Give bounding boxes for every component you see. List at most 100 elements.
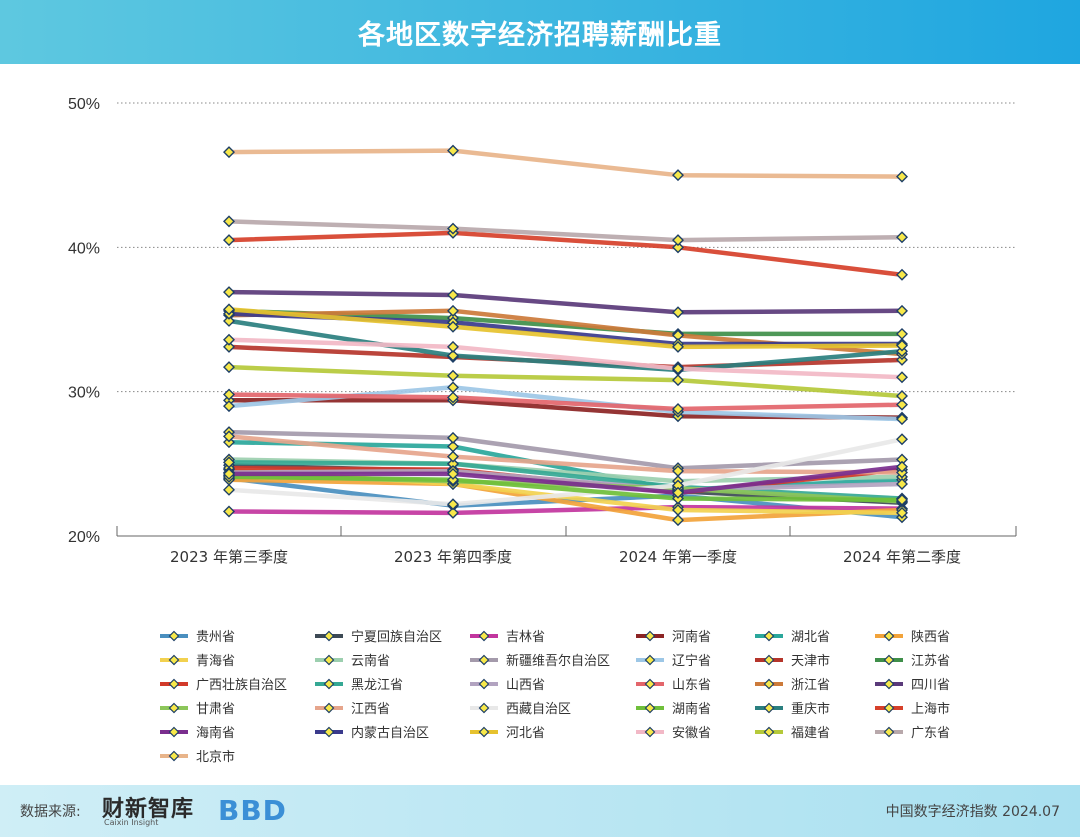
- legend-label: 辽宁省: [672, 653, 711, 669]
- chart-header: 各地区数字经济招聘薪酬比重: [0, 0, 1080, 64]
- legend-label: 安徽省: [672, 726, 711, 741]
- legend-label: 云南省: [351, 653, 390, 669]
- legend-label: 山东省: [672, 678, 711, 693]
- legend-marker: [168, 702, 180, 714]
- legend-label: 内蒙古自治区: [351, 725, 429, 741]
- data-point-marker: [223, 333, 235, 346]
- data-point-marker: [223, 467, 235, 480]
- legend-marker: [168, 654, 180, 666]
- chart-title: 各地区数字经济招聘薪酬比重: [358, 19, 722, 51]
- legend-label: 上海市: [911, 701, 950, 717]
- data-point-marker: [896, 304, 908, 317]
- legend-marker: [763, 702, 775, 714]
- series-line: [226, 392, 905, 412]
- legend-label: 陕西省: [911, 630, 950, 645]
- footer-note: 中国数字经济指数 2024.07: [885, 804, 1060, 820]
- legend-marker: [883, 654, 895, 666]
- legend-label: 河南省: [672, 629, 711, 645]
- data-point-marker: [896, 413, 908, 426]
- legend-marker: [478, 654, 490, 666]
- legend-label: 河北省: [506, 726, 545, 741]
- legend-label: 甘肃省: [196, 702, 235, 717]
- data-point-marker: [896, 460, 908, 473]
- legend-marker: [644, 654, 656, 666]
- legend-marker: [763, 678, 775, 690]
- legend-label: 广西壮族自治区: [196, 677, 287, 693]
- caixin-logo: 财新智库: [102, 797, 195, 822]
- data-point-marker: [447, 369, 459, 382]
- x-tick-label: 2024 年第二季度: [843, 548, 961, 566]
- data-point-marker: [223, 505, 235, 518]
- legend-label: 广东省: [911, 726, 950, 741]
- data-point-marker: [447, 304, 459, 317]
- legend-marker: [168, 678, 180, 690]
- legend-label: 北京市: [196, 749, 235, 765]
- data-point-marker: [672, 306, 684, 319]
- data-point-marker: [447, 506, 459, 519]
- series-line: [226, 437, 905, 507]
- legend-label: 贵州省: [196, 630, 235, 645]
- legend-marker: [883, 726, 895, 738]
- data-point-marker: [447, 349, 459, 362]
- series-line: [226, 474, 905, 503]
- legend-label: 四川省: [911, 678, 950, 693]
- legend-label: 湖北省: [791, 630, 830, 645]
- data-point-marker: [896, 433, 908, 446]
- legend-label: 江苏省: [911, 653, 950, 669]
- data-point-marker: [447, 431, 459, 444]
- data-point-marker: [672, 374, 684, 387]
- legend-marker: [168, 750, 180, 762]
- caixin-logo-subtitle: Caixin Insight: [104, 818, 159, 827]
- legend-marker: [763, 726, 775, 738]
- legend-label: 青海省: [196, 654, 235, 669]
- legend-label: 江西省: [351, 702, 390, 717]
- legend-marker: [323, 654, 335, 666]
- legend-marker: [644, 726, 656, 738]
- data-point-marker: [447, 288, 459, 301]
- data-point-marker: [672, 234, 684, 247]
- data-point-marker: [447, 381, 459, 394]
- data-point-marker: [896, 231, 908, 244]
- legend-marker: [478, 678, 490, 690]
- data-point-marker: [672, 514, 684, 527]
- data-point-marker: [672, 169, 684, 182]
- series-line: [226, 364, 905, 399]
- series-line: [226, 318, 905, 373]
- data-point-marker: [447, 222, 459, 235]
- source-label: 数据来源:: [20, 804, 81, 820]
- legend-marker: [478, 702, 490, 714]
- legend-label: 黑龙江省: [351, 678, 403, 693]
- legend-marker: [644, 630, 656, 642]
- data-point-marker: [896, 327, 908, 340]
- legend-label: 重庆市: [791, 701, 830, 717]
- data-point-marker: [896, 398, 908, 411]
- bbd-logo-text: BBD: [218, 795, 287, 823]
- x-tick-label: 2023 年第三季度: [170, 548, 288, 566]
- y-tick-label: 50%: [68, 96, 100, 113]
- data-point-marker: [223, 303, 235, 316]
- legend-marker: [478, 726, 490, 738]
- legend-marker: [883, 630, 895, 642]
- data-point-marker: [223, 483, 235, 496]
- legend-label: 福建省: [791, 726, 830, 741]
- y-tick-label: 30%: [68, 385, 100, 402]
- data-point-marker: [223, 286, 235, 299]
- data-point-marker: [672, 465, 684, 478]
- data-point-marker: [672, 362, 684, 375]
- data-point-marker: [896, 268, 908, 281]
- series-line: [226, 289, 905, 315]
- legend-marker: [168, 630, 180, 642]
- data-point-marker: [896, 390, 908, 402]
- legend-label: 天津市: [791, 653, 830, 669]
- data-point-marker: [672, 340, 684, 353]
- legend-marker: [883, 678, 895, 690]
- legend-marker: [323, 702, 335, 714]
- footer-bar: 数据来源: 财新智库 Caixin Insight BBD 中国数字经济指数 2…: [0, 785, 1080, 837]
- legend-marker: [168, 726, 180, 738]
- series-line: [226, 230, 905, 278]
- data-point-marker: [672, 486, 684, 499]
- legend-label: 山西省: [506, 678, 545, 693]
- data-point-marker: [896, 371, 908, 384]
- data-point-marker: [223, 234, 235, 247]
- legend-marker: [323, 726, 335, 738]
